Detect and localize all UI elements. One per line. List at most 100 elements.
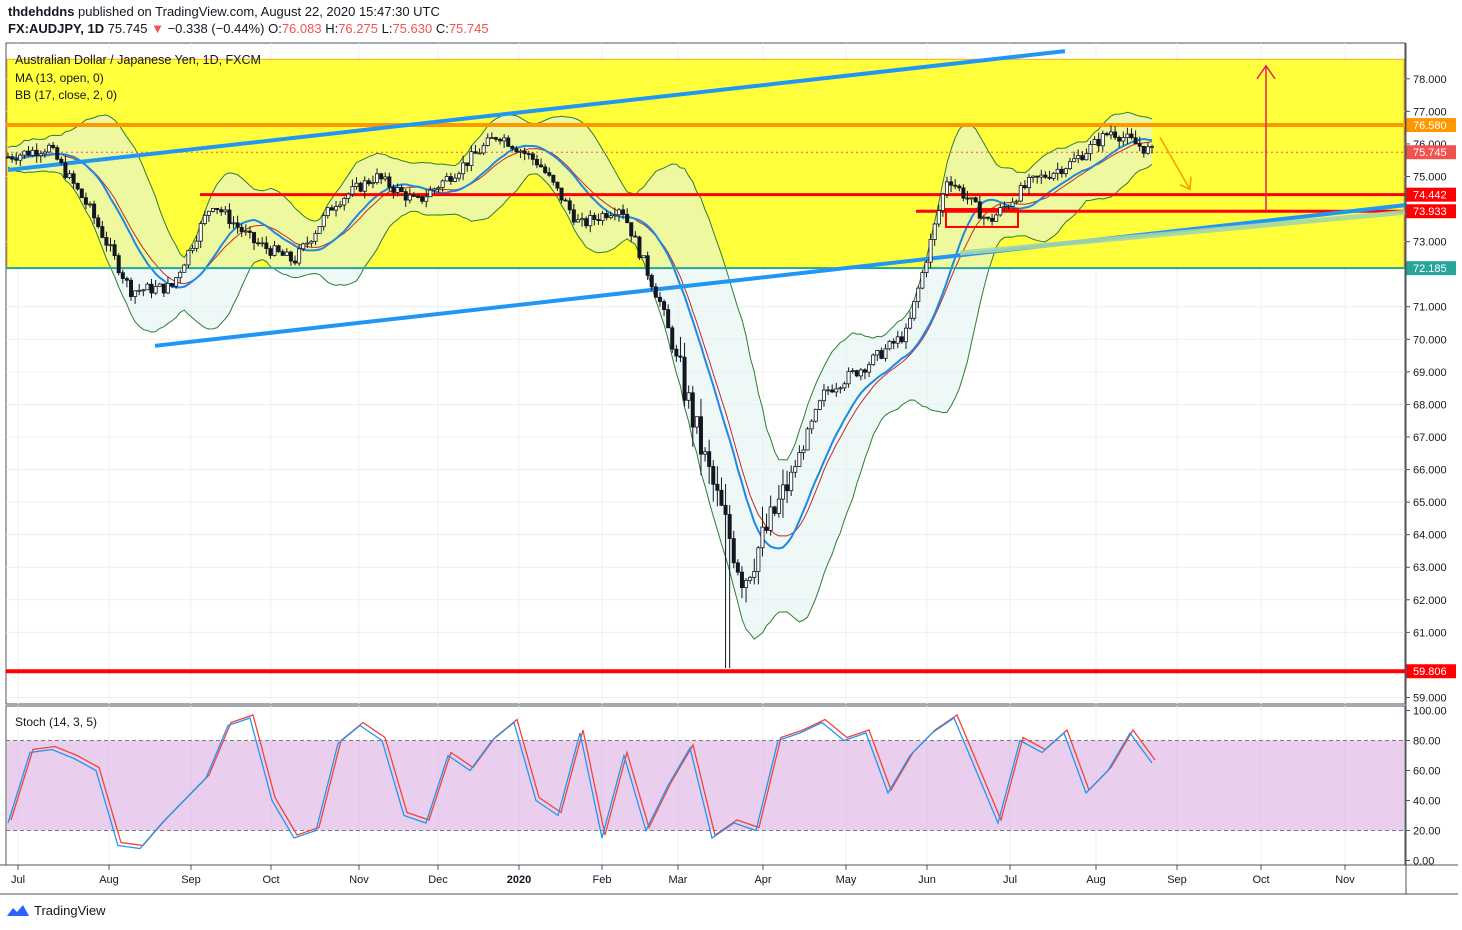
stoch-legend[interactable]: Stoch (14, 3, 5) [15,715,98,729]
candle-body [1051,172,1056,179]
candle-body [514,148,519,153]
candle-body [534,158,539,166]
stoch-axis-label: 60.00 [1413,766,1441,778]
candle-body [629,222,634,237]
candle-body [325,207,330,216]
bollinger-lower-line[interactable] [7,163,1153,640]
candle-body [694,416,699,428]
candle-body [473,151,478,154]
candle-body [924,261,929,273]
candle-body [985,216,990,219]
candle-body [912,301,917,319]
candle-body [739,571,744,589]
candle-body [903,327,908,343]
open-value: 76.083 [281,21,322,36]
candle-body [522,150,527,154]
candle-body [793,466,798,473]
consolidation-box[interactable] [945,208,1019,228]
footer-brand[interactable]: TradingView [6,903,106,918]
candle-body [932,223,937,240]
candle-body [67,173,72,178]
price-tag-label: 74.442 [1413,190,1447,202]
candle-body [830,389,835,393]
candle-body [826,389,831,392]
candle-body [616,209,621,216]
candle-body [752,571,757,578]
moving-average-line[interactable] [7,138,1153,550]
quote-line: FX:AUDJPY, 1D 75.745 ▼ −0.338 (−0.44%) O… [8,21,489,36]
candle-body [444,176,449,182]
candle-body [1014,200,1019,203]
candle-body [1063,168,1068,175]
candle-body [1031,175,1036,178]
time-axis-label: Sep [1167,874,1187,886]
candle-body [567,200,572,211]
candle-body [399,187,404,193]
candle-body [662,301,667,310]
candle-body [670,327,675,350]
candle-body [297,248,302,264]
candle-body [666,309,671,329]
candle-body [748,576,753,581]
candle-body [383,176,388,180]
candle-body [834,388,839,393]
author-name[interactable]: thdehddns [8,4,75,19]
candle-body [625,214,630,224]
candle-body [104,237,109,246]
candle-body [452,177,457,182]
candle-body [272,245,277,256]
price-tag [1406,664,1456,679]
candle-body [63,162,68,178]
candle-body [690,392,695,428]
high-label: H: [325,21,339,36]
candle-body [358,182,363,192]
candle-body [202,214,207,224]
candle-body [317,226,322,234]
candle-body [264,242,269,250]
candle-body [18,154,23,161]
change-arrow: ▼ [151,21,164,36]
candle-body [1125,133,1130,138]
candle-body [1141,145,1146,154]
candle-body [75,182,80,190]
candle-body [141,289,146,292]
candle-body [116,255,121,274]
channel-lower-trendline[interactable] [154,203,1406,348]
candle-body [448,176,453,182]
candle-body [350,186,355,195]
candle-body [309,240,314,244]
candle-body [22,150,27,156]
candle-body [231,222,236,225]
candle-body [6,156,11,159]
candle-body [1039,174,1044,178]
candle-body [424,196,429,202]
price-tag [1406,118,1456,133]
stoch-k-line[interactable] [7,717,1153,850]
candle-body [42,151,47,155]
stoch-axis-label: 0.00 [1413,856,1434,868]
candle-body [133,290,138,297]
candle-body [170,282,175,287]
candle-body [1022,185,1027,189]
candle-body [1072,158,1077,163]
candle-body [206,210,211,216]
time-axis-label: 2020 [507,874,531,886]
price-axis-label: 59.000 [1413,692,1447,704]
low-label: L: [381,21,393,36]
change-value: −0.338 (−0.44%) [167,21,265,36]
bb-legend[interactable]: BB (17, close, 2, 0) [15,88,118,102]
candle-body [71,173,76,184]
candle-body [375,173,380,183]
candle-body [149,283,154,294]
bollinger-upper-line[interactable] [7,111,1153,461]
time-axis-label: May [836,874,857,886]
channel-upper-trendline[interactable] [7,49,1066,172]
price-axis[interactable] [1406,43,1456,865]
candle-body [26,150,31,156]
ma-legend[interactable]: MA (13, open, 0) [15,71,104,85]
candle-body [1010,201,1015,207]
time-axis-label: Oct [262,874,279,886]
down-arrow-shaft[interactable] [1159,137,1191,190]
candle-body [1076,155,1081,160]
